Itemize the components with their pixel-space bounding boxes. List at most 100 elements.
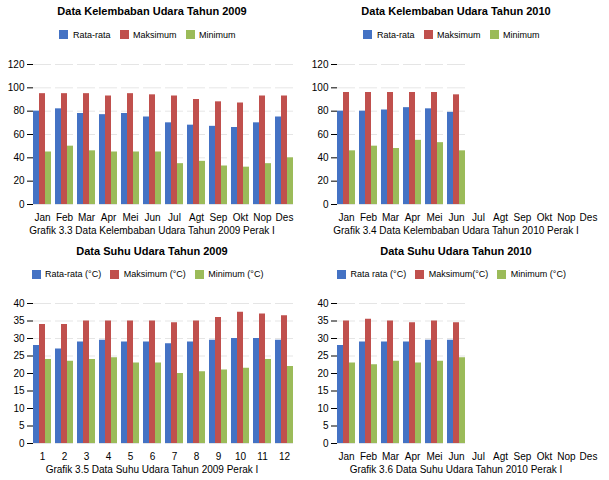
svg-text:Sep: Sep (514, 211, 532, 222)
html-text:Rata-rata: Rata-rata (73, 29, 111, 40)
svg-text:35: 35 (13, 315, 25, 326)
svg-text:Feb: Feb (56, 211, 74, 222)
html-text:Maksimum: Maksimum (133, 29, 177, 40)
svg-text:11: 11 (257, 451, 268, 462)
svg-text:40: 40 (13, 298, 25, 309)
svg-text:Jul: Jul (168, 211, 181, 222)
svg-text:Nop: Nop (557, 211, 576, 222)
svg-text:Des: Des (276, 211, 294, 222)
svg-text:Mar: Mar (382, 451, 400, 462)
svg-text:Jul: Jul (472, 451, 485, 462)
svg-text:Jan: Jan (34, 211, 50, 222)
svg-text:Jun: Jun (144, 211, 160, 222)
svg-text:30: 30 (13, 333, 25, 344)
svg-text:Okt: Okt (233, 211, 249, 222)
svg-text:Sep: Sep (514, 451, 532, 462)
svg-text:Apr: Apr (405, 211, 421, 222)
svg-text:Des: Des (580, 451, 598, 462)
svg-text:2: 2 (62, 451, 68, 462)
html-text:Data Kelembaban Udara Tahun 20: Data Kelembaban Udara Tahun 2010 (361, 5, 551, 17)
html-text:Grafik 3.3 Data Kelembaban Uda: Grafik 3.3 Data Kelembaban Udara Tahun 2… (29, 224, 275, 236)
svg-text:80: 80 (13, 105, 25, 116)
html-text:Rata-rata (°C): Rata-rata (°C) (45, 269, 102, 279)
svg-text:0: 0 (323, 438, 329, 449)
svg-text:Jan: Jan (338, 211, 354, 222)
html-text:Grafik 3.6 Data Suhu Udara Tah: Grafik 3.6 Data Suhu Udara Tahun 2010 Pe… (349, 464, 563, 475)
html-text:Rata rata (°C): Rata rata (°C) (350, 269, 407, 279)
svg-text:10: 10 (13, 403, 25, 414)
svg-text:100: 100 (312, 82, 329, 93)
svg-text:120: 120 (8, 58, 25, 69)
svg-text:15: 15 (317, 385, 329, 396)
html-text:Minimum (°C): Minimum (°C) (208, 269, 264, 279)
svg-text:60: 60 (317, 128, 329, 139)
svg-text:6: 6 (150, 451, 156, 462)
html-text:Data Suhu Udara Tahun 2009: Data Suhu Udara Tahun 2009 (76, 244, 228, 257)
svg-text:Mei: Mei (426, 211, 442, 222)
svg-text:0: 0 (323, 198, 329, 209)
svg-text:8: 8 (194, 451, 200, 462)
html-text:Grafik 3.5 Data Suhu Udara Tah: Grafik 3.5 Data Suhu Udara Tahun 2009 Pe… (45, 464, 259, 475)
svg-text:5: 5 (19, 420, 25, 431)
svg-text:3: 3 (84, 451, 90, 462)
svg-text:Okt: Okt (537, 451, 553, 462)
svg-text:120: 120 (312, 58, 329, 69)
html-text:Maksimum(°C): Maksimum(°C) (428, 269, 489, 279)
svg-text:0: 0 (19, 438, 25, 449)
html-text:Data Suhu Udara Tahun 2010: Data Suhu Udara Tahun 2010 (380, 244, 532, 257)
svg-text:25: 25 (13, 350, 25, 361)
svg-text:Sep: Sep (210, 211, 228, 222)
svg-text:Nop: Nop (253, 211, 272, 222)
svg-text:Des: Des (580, 211, 598, 222)
svg-text:Jun: Jun (448, 211, 464, 222)
svg-text:40: 40 (13, 152, 25, 163)
svg-text:Mei: Mei (122, 211, 138, 222)
svg-text:10: 10 (235, 451, 247, 462)
svg-text:12: 12 (279, 451, 291, 462)
svg-text:5: 5 (128, 451, 134, 462)
svg-text:35: 35 (317, 315, 329, 326)
svg-text:Mar: Mar (78, 211, 96, 222)
svg-text:30: 30 (317, 333, 329, 344)
svg-text:40: 40 (317, 298, 329, 309)
svg-text:40: 40 (317, 152, 329, 163)
svg-text:1: 1 (40, 451, 46, 462)
svg-text:10: 10 (317, 403, 329, 414)
svg-text:Okt: Okt (537, 211, 553, 222)
svg-text:Mar: Mar (382, 211, 400, 222)
svg-text:60: 60 (13, 128, 25, 139)
html-text:Grafik 3.4 Data Kelembaban Uda: Grafik 3.4 Data Kelembaban Udara Tahun 2… (333, 224, 579, 236)
svg-text:Jan: Jan (338, 451, 354, 462)
svg-text:20: 20 (13, 175, 25, 186)
svg-text:4: 4 (106, 451, 112, 462)
svg-text:25: 25 (317, 350, 329, 361)
html-text:Data Kelembaban Udara Tahun 20: Data Kelembaban Udara Tahun 2009 (57, 5, 247, 17)
html-text:Rata-rata: Rata-rata (377, 29, 415, 40)
svg-text:Feb: Feb (360, 211, 378, 222)
html-text:Minimum: Minimum (199, 29, 236, 40)
svg-text:Nop: Nop (557, 451, 576, 462)
svg-text:Agt: Agt (189, 211, 204, 222)
svg-text:Apr: Apr (101, 211, 117, 222)
svg-text:Feb: Feb (360, 451, 378, 462)
html-text:Maksimum: Maksimum (437, 29, 481, 40)
svg-text:Agt: Agt (493, 211, 508, 222)
html-text:Maksimum (°C): Maksimum (°C) (123, 269, 186, 279)
svg-text:Jul: Jul (472, 211, 485, 222)
svg-text:20: 20 (317, 368, 329, 379)
svg-text:100: 100 (8, 82, 25, 93)
html-text:Minimum (°C): Minimum (°C) (510, 269, 566, 279)
html-text:Minimum: Minimum (503, 29, 540, 40)
svg-text:20: 20 (13, 368, 25, 379)
svg-text:Apr: Apr (405, 451, 421, 462)
svg-text:9: 9 (216, 451, 222, 462)
svg-text:7: 7 (172, 451, 178, 462)
svg-text:80: 80 (317, 105, 329, 116)
svg-text:15: 15 (13, 385, 25, 396)
svg-text:Jun: Jun (448, 451, 464, 462)
svg-text:Agt: Agt (493, 451, 508, 462)
svg-text:5: 5 (323, 420, 329, 431)
svg-text:0: 0 (19, 198, 25, 209)
svg-text:20: 20 (317, 175, 329, 186)
svg-text:Mei: Mei (426, 451, 442, 462)
